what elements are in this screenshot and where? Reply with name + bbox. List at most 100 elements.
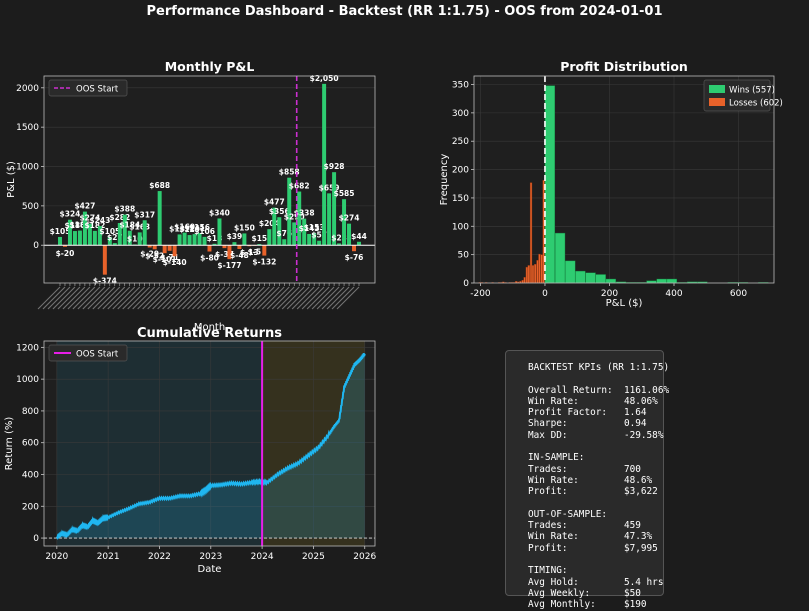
monthly-pnl-bar [327, 193, 332, 246]
monthly-pnl-data-label: $-20 [56, 249, 75, 258]
profit-dist-ytick-label: 200 [452, 166, 469, 176]
profit-dist-win-bar [554, 232, 566, 284]
profit-dist-loss-bar [523, 277, 526, 284]
monthly-pnl-bar [232, 242, 237, 246]
kpi-line: Max DD: -29.58% [528, 429, 664, 441]
monthly-pnl-xtick-label-mark [296, 286, 320, 310]
cum-returns-title: Cumulative Returns [137, 326, 282, 341]
monthly-pnl-xtick-label-mark [331, 286, 355, 310]
cum-returns-xtick-label: 2021 [97, 552, 120, 562]
monthly-pnl-data-label: $2,050 [310, 74, 339, 83]
monthly-pnl-xtick-label-mark [301, 286, 325, 310]
profit-dist-legend-swatch [709, 85, 725, 93]
cum-returns-legend [48, 344, 128, 362]
monthly-pnl-bar [182, 232, 187, 246]
monthly-pnl-xtick-label-mark [67, 286, 91, 310]
monthly-pnl-data-label: $659 [319, 183, 340, 192]
monthly-pnl-bar [187, 235, 192, 246]
monthly-pnl-data-label: $186 [69, 221, 90, 230]
monthly-pnl-bar [332, 172, 337, 246]
profit-dist-win-bar [656, 278, 667, 284]
monthly-pnl-xtick-label-mark [92, 286, 116, 310]
profit-dist-loss-bar [521, 279, 524, 284]
cum-returns-legend-label: OOS Start [76, 350, 119, 360]
profit-dist-xlabel: P&L ($) [606, 298, 643, 309]
profit-dist-legend-label: Wins (557) [729, 86, 775, 96]
kpi-line: Avg Monthly: $190 [528, 599, 647, 611]
monthly-pnl-bar [262, 245, 267, 256]
cum-returns-xtick-label: 2024 [251, 552, 274, 562]
monthly-pnl-data-label: $-140 [163, 258, 187, 267]
monthly-pnl-data-label: $105 [99, 227, 120, 236]
monthly-pnl-xtick-label-mark [261, 286, 285, 310]
cum-returns-xlabel: Date [198, 564, 222, 575]
profit-dist-loss-bar [527, 265, 530, 284]
monthly-pnl-data-label: $340 [209, 208, 230, 217]
cum-returns-ytick-label: 400 [22, 470, 39, 480]
cum-returns-ytick-label: 0 [33, 534, 39, 544]
monthly-pnl-bar [87, 223, 92, 246]
profit-dist-loss-bar [529, 182, 533, 284]
monthly-pnl-data-label: $27 [107, 233, 123, 242]
monthly-pnl-bar [342, 199, 347, 246]
monthly-pnl-bar [257, 244, 262, 246]
monthly-pnl-bar [222, 245, 227, 249]
monthly-pnl-data-label: $39 [227, 232, 243, 241]
profit-dist-ytick-label: 350 [452, 81, 469, 91]
monthly-pnl-bar [197, 232, 202, 246]
monthly-pnl-data-label: $-71 [160, 253, 179, 262]
cum-returns-ylabel: Return (%) [4, 417, 15, 471]
monthly-pnl-data-label: $-374 [93, 277, 117, 286]
profit-dist-ytick-label: 250 [452, 137, 469, 147]
profit-dist-ytick-label: 300 [452, 109, 469, 119]
kpi-line: Win Rate: 47.3% [528, 531, 653, 543]
monthly-pnl-xtick-label-mark [221, 286, 245, 310]
monthly-pnl-bar [272, 207, 277, 246]
profit-dist-loss-bar [531, 265, 535, 284]
profit-dist-ytick-label: 50 [458, 251, 470, 261]
profit-dist-xtick-label: 600 [730, 289, 747, 299]
monthly-pnl-data-label: $106 [194, 227, 215, 236]
profit-dist-ytick-label: 0 [463, 279, 469, 289]
monthly-pnl-data-label: $243 [89, 216, 110, 225]
monthly-pnl-xtick-label-mark [207, 286, 230, 310]
monthly-pnl-data-label: $274 [79, 214, 100, 223]
monthly-pnl-data-label: $-5 [248, 248, 262, 257]
monthly-pnl-ytick-label: 1000 [16, 163, 39, 173]
monthly-pnl-xtick-label-mark [97, 286, 121, 310]
monthly-pnl-data-label: $163 [129, 222, 150, 231]
cum-returns-xtick-label: 2023 [199, 552, 222, 562]
monthly-pnl-ytick-label: 1500 [16, 123, 39, 133]
monthly-pnl-data-label: $-76 [345, 253, 364, 262]
profit-dist-loss-bar [534, 264, 537, 284]
cum-returns-xtick-label: 2020 [45, 552, 68, 562]
monthly-pnl-data-label: $143 [299, 224, 320, 233]
monthly-pnl-ytick-label: 500 [22, 202, 39, 212]
monthly-pnl-bar [137, 232, 142, 246]
monthly-pnl-data-label: $129 [179, 225, 200, 234]
monthly-pnl-xtick-label-mark [127, 286, 151, 310]
monthly-pnl-bar [352, 245, 357, 252]
profit-dist-legend-label: Losses (602) [729, 99, 783, 109]
monthly-pnl-bar [242, 233, 247, 246]
monthly-pnl-bar [177, 234, 182, 246]
monthly-pnl-data-label: $338 [294, 209, 315, 218]
profit-dist-legend-swatch [709, 98, 725, 106]
monthly-pnl-data-label: $184 [119, 221, 140, 230]
monthly-pnl-ytick-label: 0 [33, 241, 39, 251]
monthly-pnl-xtick-label-mark [241, 286, 265, 310]
profit-dist-xtick-label: -200 [470, 289, 491, 299]
monthly-pnl-xtick-label-mark [306, 286, 330, 310]
monthly-pnl-bar [67, 219, 72, 246]
monthly-pnl-data-label: $928 [324, 162, 345, 171]
monthly-pnl-xtick-label-mark [122, 286, 146, 310]
profit-dist-win-bar [544, 85, 556, 284]
monthly-pnl-bar [322, 83, 327, 246]
monthly-pnl-data-label: $-132 [252, 258, 276, 267]
profit-dist-xtick-label: 0 [542, 289, 548, 299]
monthly-pnl-data-label: $317 [134, 210, 155, 219]
monthly-pnl-data-label: $356 [269, 207, 290, 216]
monthly-pnl-data-label: $682 [289, 182, 310, 191]
profit-dist-loss-bar [525, 266, 528, 284]
